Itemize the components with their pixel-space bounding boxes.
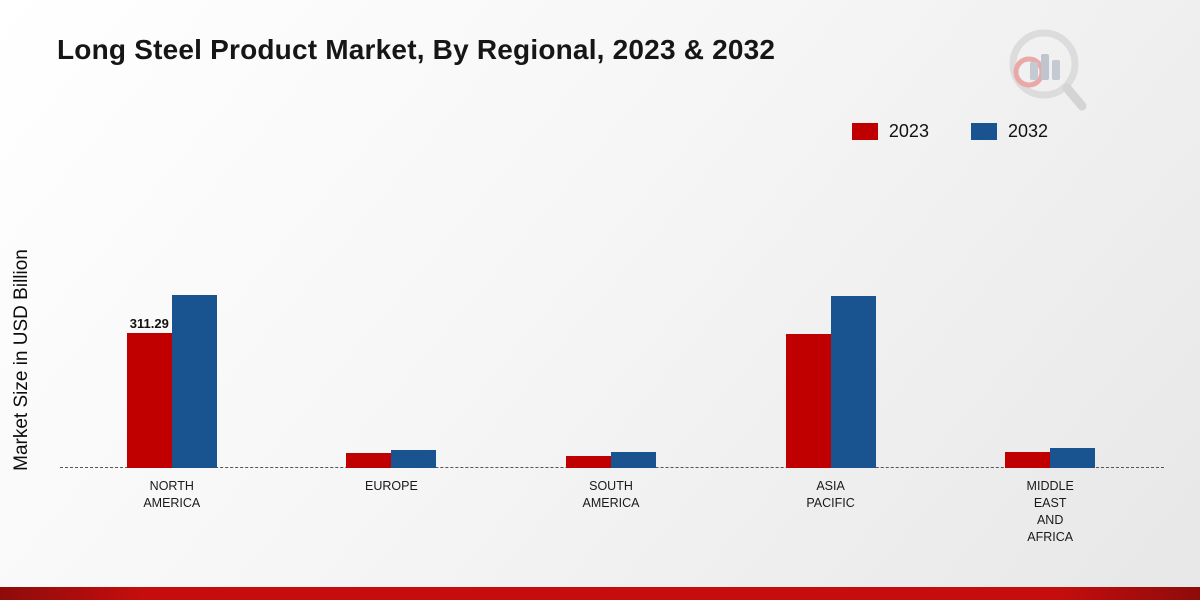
logo-accent-circle	[1013, 56, 1045, 88]
bar-pair: 311.29	[126, 294, 217, 468]
chart-title: Long Steel Product Market, By Regional, …	[57, 34, 776, 65]
bar-group: MIDDLE EAST AND AFRICA	[940, 123, 1160, 544]
legend-label-2023: 2023	[888, 121, 929, 141]
legend-item-2032: 2032	[970, 121, 1048, 142]
bar-2032	[171, 294, 217, 468]
bar-2032	[830, 295, 876, 468]
bar-pair	[565, 451, 656, 468]
bar-pair	[1005, 448, 1096, 468]
bar-group: EUROPE	[282, 123, 502, 493]
bar-group: 311.29 NORTH AMERICA	[62, 123, 282, 510]
bar-2023	[565, 455, 611, 468]
plot-area: 311.29 NORTH AMERICA EUROPE SOUTH AMERICA AS…	[62, 123, 1160, 544]
bar-2023	[1005, 452, 1051, 468]
bar-2032	[391, 449, 437, 468]
footer-accent-bar	[0, 587, 1200, 600]
bar-2023	[346, 452, 392, 468]
logo-magnifier-handle	[1062, 83, 1087, 111]
category-label: EUROPE	[364, 479, 418, 493]
y-axis-label: Market Size in USD Billion	[11, 249, 32, 471]
bar-2032	[610, 451, 656, 468]
category-label: NORTH AMERICA	[143, 479, 201, 510]
bar-2032	[1050, 448, 1096, 468]
legend-swatch-2023	[851, 123, 878, 140]
bar-2023	[785, 333, 831, 468]
category-label: SOUTH AMERICA	[582, 479, 640, 510]
category-label: MIDDLE EAST AND AFRICA	[1026, 479, 1074, 544]
category-label: ASIA PACIFIC	[806, 479, 855, 510]
bar-pair	[346, 449, 437, 468]
logo-bar-1	[1030, 62, 1038, 80]
logo-circle	[1009, 29, 1079, 99]
logo-bar-2	[1041, 54, 1049, 80]
bar-pair	[785, 295, 876, 468]
legend-item-2023: 2023	[851, 121, 929, 142]
legend: 2023 2032	[851, 121, 1048, 142]
logo-bar-3	[1052, 60, 1060, 80]
legend-label-2032: 2032	[1007, 121, 1048, 141]
bar-group: ASIA PACIFIC	[721, 123, 941, 510]
bar-value-label: 311.29	[129, 316, 169, 332]
bar-2023: 311.29	[126, 316, 172, 468]
brand-logo	[1009, 29, 1087, 111]
legend-swatch-2032	[970, 123, 997, 140]
bar-group: SOUTH AMERICA	[501, 123, 721, 510]
